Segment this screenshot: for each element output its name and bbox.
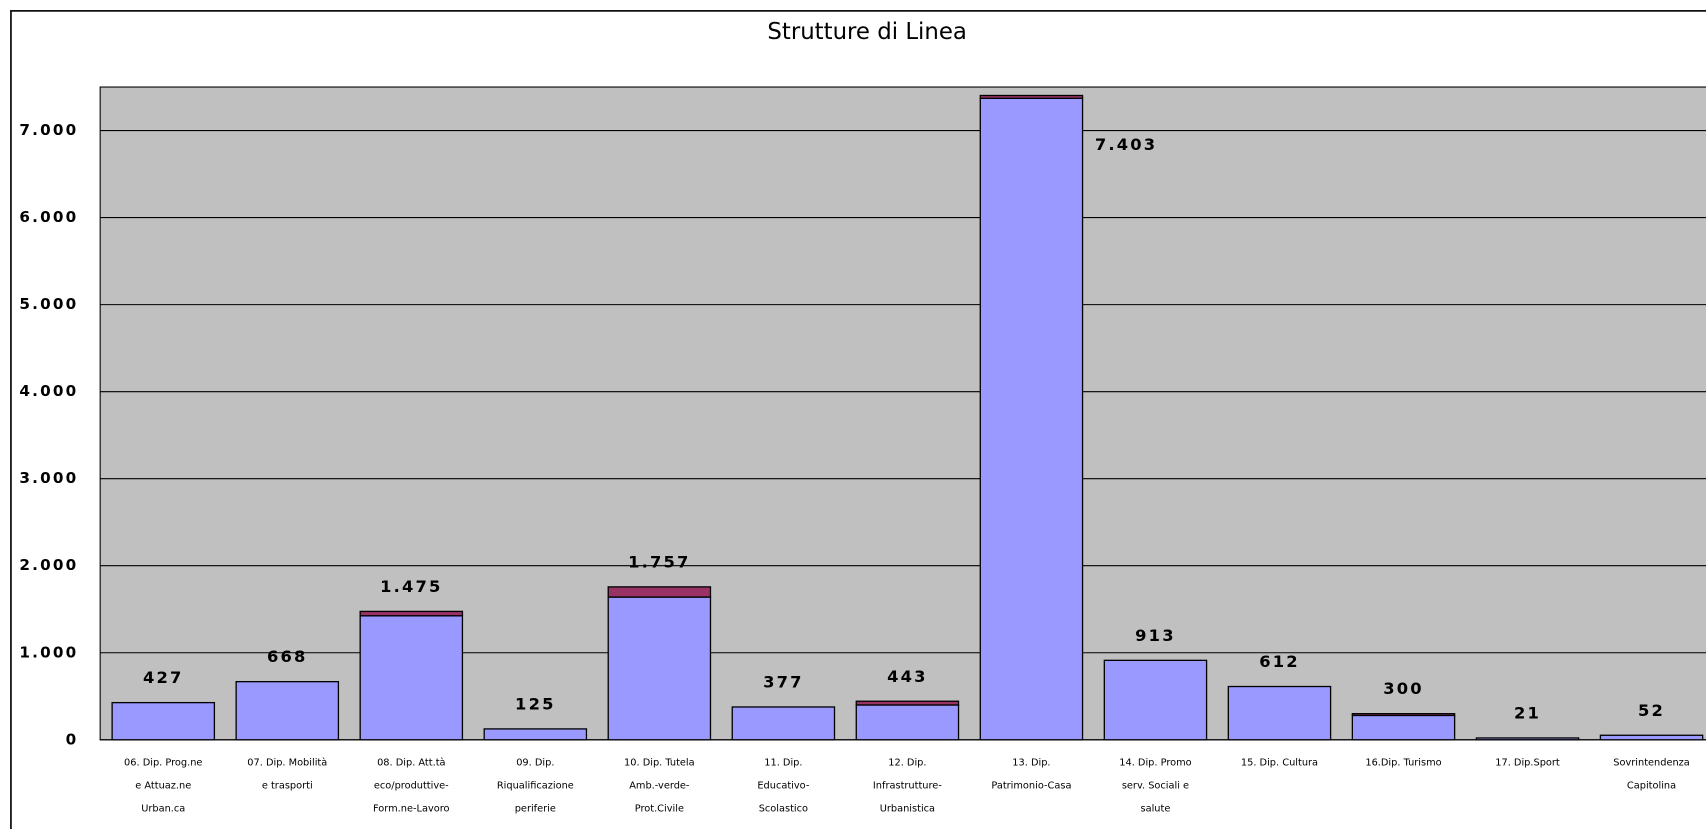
x-tick-label: periferie [515, 803, 556, 814]
x-tick-label: 10. Dip. Tutela [624, 758, 695, 769]
y-tick-label: 1.000 [19, 643, 78, 661]
x-tick-label: Sovrintendenza [1613, 758, 1690, 769]
x-tick-label: Urbanistica [880, 803, 935, 814]
data-label: 21 [1514, 704, 1541, 723]
x-tick-label: Infrastrutture- [873, 780, 942, 791]
bar-segment [1475, 737, 1580, 741]
x-tick-label: 07. Dip. Mobilità [247, 757, 327, 769]
x-tick-label: 06. Dip. Prog.ne [124, 758, 202, 769]
data-label: 125 [515, 694, 556, 713]
bar-segment [1351, 713, 1456, 717]
y-tick-label: 6.000 [19, 208, 78, 226]
x-tick-label: 13. Dip. [1012, 758, 1050, 769]
bar-segment [235, 680, 340, 741]
x-tick-label: salute [1141, 803, 1171, 814]
data-label: 443 [887, 667, 928, 686]
x-tick-label: Educativo- [757, 780, 809, 791]
bar-segment [855, 700, 960, 706]
bar-segment [1351, 714, 1456, 741]
bar-segment [111, 701, 216, 741]
data-label: 427 [143, 668, 184, 687]
y-tick-label: 0 [66, 730, 79, 748]
bar-segment [979, 97, 1084, 741]
bar-segment [1227, 685, 1332, 741]
x-tick-label: 12. Dip. [888, 758, 926, 769]
y-tick-label: 2.000 [19, 556, 78, 574]
x-tick-label: serv. Sociali e [1122, 780, 1189, 791]
y-tick-label: 4.000 [19, 382, 78, 400]
data-label: 612 [1259, 652, 1300, 671]
bar-segment [359, 610, 464, 617]
bar-segment [607, 596, 712, 741]
bar-segment [1599, 734, 1704, 741]
bar-segment [1103, 659, 1208, 741]
data-label: 1.475 [380, 577, 442, 596]
x-tick-label: e Attuaz.ne [135, 780, 191, 791]
data-label: 1.757 [628, 552, 690, 571]
data-label: 377 [763, 673, 804, 692]
x-tick-label: 11. Dip. [764, 758, 802, 769]
bar-segment [359, 615, 464, 741]
plot-area [99, 86, 1706, 741]
x-tick-label: Capitolina [1627, 780, 1676, 791]
data-label: 7.403 [1095, 135, 1157, 154]
x-tick-label: Amb.-verde- [629, 780, 690, 791]
x-tick-label: Patrimonio-Casa [991, 780, 1071, 791]
x-tick-label: Form.ne-Lavoro [373, 803, 450, 814]
x-tick-label: 16.Dip. Turismo [1365, 758, 1441, 769]
x-tick-label: 17. Dip.Sport [1495, 758, 1560, 769]
y-tick-label: 5.000 [19, 295, 78, 313]
x-tick-label: Scolastico [759, 803, 808, 814]
x-tick-label: 09. Dip. [516, 758, 554, 769]
x-tick-label: Riqualificazione [497, 780, 574, 791]
x-tick-label: 08. Dip. Att.tà [377, 757, 445, 769]
bar-segment [731, 706, 836, 741]
x-tick-label: eco/produttive- [374, 780, 449, 791]
y-tick-label: 3.000 [19, 469, 78, 487]
data-label: 668 [267, 647, 308, 666]
y-tick-label: 7.000 [19, 121, 78, 139]
x-tick-label: 15. Dip. Cultura [1241, 758, 1318, 769]
chart-title: Strutture di Linea [767, 19, 967, 45]
x-tick-label: 14. Dip. Promo [1119, 758, 1191, 769]
bar-segment [979, 94, 1084, 100]
bar-segment [855, 704, 960, 741]
bar-segment [607, 586, 712, 598]
x-tick-label: e trasporti [262, 780, 313, 791]
bar-segment [483, 728, 588, 741]
data-label: 300 [1383, 679, 1424, 698]
data-label: 52 [1638, 701, 1665, 720]
x-tick-label: Urban.ca [141, 803, 185, 814]
data-label: 913 [1135, 626, 1176, 645]
x-tick-label: Prot.Civile [635, 803, 684, 814]
